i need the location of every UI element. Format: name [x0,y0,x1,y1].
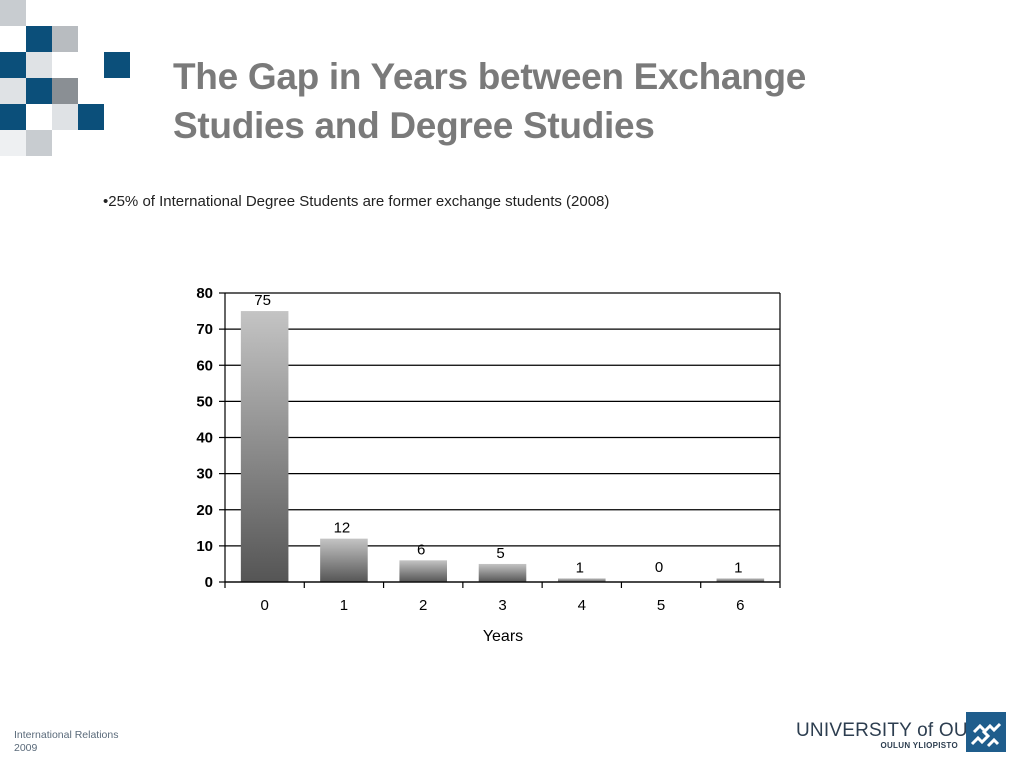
x-tick-label: 6 [736,597,744,614]
title-line-2: Studies and Degree Studies [173,105,655,146]
gridlines [225,292,780,583]
footer-text: International Relations 2009 [14,729,118,755]
bar [716,578,765,582]
y-tick-label: 70 [196,321,213,338]
university-subname: OULUN YLIOPISTO [880,741,958,750]
data-label: 12 [334,520,351,537]
bar [240,311,289,582]
x-axis-label: Years [483,628,523,645]
y-tick-label: 60 [196,357,213,374]
slide-title: The Gap in Years between Exchange Studie… [173,52,933,150]
y-tick-label: 50 [196,393,213,410]
data-label: 75 [254,292,271,309]
title-line-1: The Gap in Years between Exchange [173,56,807,97]
data-label: 6 [417,541,425,558]
x-tick-label: 1 [340,597,348,614]
university-emblem-icon [966,712,1006,752]
x-tick-label: 3 [498,597,506,614]
y-tick-label: 30 [196,466,213,483]
university-logo: UNIVERSITY of OULU OULUN YLIOPISTO [796,720,992,756]
y-tick-label: 20 [196,502,213,519]
bars [240,311,765,582]
data-label: 0 [655,559,663,576]
university-name: UNIVERSITY of OULU [796,720,993,741]
y-tick-label: 0 [205,574,213,591]
footer-line-2: 2009 [14,742,38,754]
data-labels: 75 12 6 5 1 0 1 [254,292,742,576]
y-tick-label: 40 [196,430,213,447]
bar [478,563,527,582]
x-tick-label: 0 [260,597,268,614]
y-tick-label: 80 [196,285,213,302]
bullet-text: •25% of International Degree Students ar… [103,193,610,210]
bar [320,538,368,582]
x-tick-label: 4 [578,597,586,614]
y-tick-label: 10 [196,538,213,555]
data-label: 1 [576,559,584,576]
x-tick-label: 5 [657,597,665,614]
data-label: 1 [734,559,742,576]
bar [558,578,606,582]
data-label: 5 [496,545,504,562]
bar-chart: 75 12 6 5 1 0 1 0 10 20 30 40 50 60 70 80 0 1 2 3 4 5 6 Years [160,280,800,655]
footer-line-1: International Relations [14,729,119,741]
decorative-block-logo [0,0,130,156]
bar [399,560,447,582]
x-tick-label: 2 [419,597,427,614]
